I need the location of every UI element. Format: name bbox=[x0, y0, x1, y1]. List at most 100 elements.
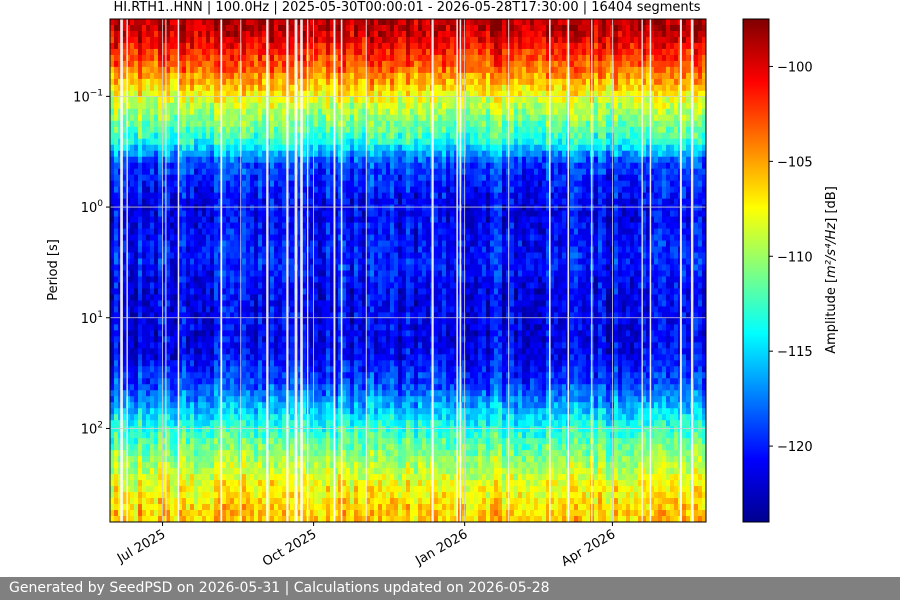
heatmap-cell bbox=[686, 168, 691, 176]
heatmap-cell bbox=[194, 186, 199, 194]
heatmap-cell bbox=[598, 36, 603, 44]
heatmap-cell bbox=[314, 90, 319, 98]
heatmap-cell bbox=[150, 54, 155, 62]
heatmap-cell bbox=[326, 168, 331, 176]
heatmap-cell bbox=[110, 42, 115, 50]
heatmap-cell bbox=[250, 108, 255, 116]
heatmap-cell bbox=[446, 156, 451, 164]
heatmap-cell bbox=[334, 78, 339, 86]
heatmap-cell bbox=[190, 84, 195, 92]
heatmap-cell bbox=[378, 150, 383, 158]
heatmap-cell bbox=[178, 120, 183, 128]
heatmap-cell bbox=[538, 30, 543, 38]
heatmap-cell bbox=[378, 144, 383, 152]
heatmap-cell bbox=[290, 120, 295, 128]
heatmap-cell bbox=[362, 180, 367, 188]
heatmap-cell bbox=[630, 78, 635, 86]
heatmap-cell bbox=[110, 126, 115, 134]
heatmap-cell bbox=[242, 96, 247, 104]
heatmap-cell bbox=[314, 72, 319, 80]
heatmap-cell bbox=[510, 126, 515, 134]
heatmap-cell bbox=[282, 144, 287, 152]
heatmap-cell bbox=[242, 162, 247, 170]
heatmap-cell bbox=[598, 42, 603, 50]
heatmap-cell bbox=[486, 60, 491, 68]
heatmap-cell bbox=[522, 198, 527, 206]
heatmap-cell bbox=[346, 96, 351, 104]
heatmap-cell bbox=[414, 138, 419, 146]
heatmap-cell bbox=[186, 138, 191, 146]
heatmap-cell bbox=[154, 102, 159, 110]
heatmap-cell bbox=[686, 138, 691, 146]
heatmap-cell bbox=[538, 48, 543, 56]
heatmap-cell bbox=[238, 120, 243, 128]
heatmap-cell bbox=[394, 192, 399, 200]
heatmap-cell bbox=[206, 156, 211, 164]
heatmap-cell bbox=[642, 66, 647, 74]
heatmap-cell bbox=[562, 54, 567, 62]
heatmap-cell bbox=[598, 132, 603, 140]
heatmap-cell bbox=[442, 78, 447, 86]
heatmap-cell bbox=[310, 192, 315, 200]
heatmap-cell bbox=[242, 42, 247, 50]
heatmap-cell bbox=[318, 108, 323, 116]
heatmap-cell bbox=[274, 66, 279, 74]
heatmap-cell bbox=[178, 162, 183, 170]
heatmap-cell bbox=[238, 19, 243, 26]
heatmap-cell bbox=[498, 84, 503, 92]
heatmap-cell bbox=[342, 24, 347, 32]
heatmap-cell bbox=[370, 210, 375, 218]
heatmap-cell bbox=[490, 210, 495, 218]
heatmap-cell bbox=[222, 90, 227, 98]
heatmap-cell bbox=[682, 186, 687, 194]
heatmap-cell bbox=[358, 156, 363, 164]
heatmap-cell bbox=[654, 60, 659, 68]
heatmap-cell bbox=[406, 210, 411, 218]
heatmap-cell bbox=[510, 66, 515, 74]
heatmap-cell bbox=[626, 96, 631, 104]
heatmap-cell bbox=[518, 168, 523, 176]
heatmap-cell bbox=[174, 216, 179, 224]
heatmap-cell bbox=[490, 126, 495, 134]
heatmap-cell bbox=[198, 210, 203, 218]
heatmap-cell bbox=[150, 216, 155, 224]
heatmap-cell bbox=[290, 19, 295, 26]
heatmap-cell bbox=[646, 144, 651, 152]
heatmap-cell bbox=[598, 48, 603, 56]
heatmap-cell bbox=[578, 180, 583, 188]
heatmap-cell bbox=[366, 180, 371, 188]
heatmap-cell bbox=[474, 144, 479, 152]
heatmap-cell bbox=[138, 174, 143, 182]
heatmap-cell bbox=[490, 60, 495, 68]
heatmap-cell bbox=[334, 174, 339, 182]
heatmap-cell bbox=[434, 162, 439, 170]
heatmap-cell bbox=[542, 204, 547, 212]
heatmap-cell bbox=[206, 66, 211, 74]
heatmap-cell bbox=[534, 156, 539, 164]
heatmap-cell bbox=[282, 210, 287, 218]
heatmap-cell bbox=[442, 144, 447, 152]
heatmap-cell bbox=[418, 192, 423, 200]
heatmap-cell bbox=[518, 120, 523, 128]
heatmap-cell bbox=[182, 84, 187, 92]
heatmap-cell bbox=[454, 120, 459, 128]
heatmap-cell bbox=[398, 156, 403, 164]
heatmap-cell bbox=[402, 150, 407, 158]
heatmap-cell bbox=[386, 72, 391, 80]
heatmap-cell bbox=[434, 144, 439, 152]
heatmap-cell bbox=[614, 54, 619, 62]
heatmap-cell bbox=[406, 114, 411, 122]
heatmap-cell bbox=[418, 72, 423, 80]
heatmap-cell bbox=[622, 66, 627, 74]
heatmap-cell bbox=[270, 42, 275, 50]
heatmap-cell bbox=[386, 66, 391, 74]
heatmap-cell bbox=[250, 60, 255, 68]
heatmap-cell bbox=[522, 24, 527, 32]
heatmap-cell bbox=[162, 180, 167, 188]
heatmap-cell bbox=[546, 126, 551, 134]
heatmap-cell bbox=[702, 30, 706, 38]
heatmap-cell bbox=[222, 180, 227, 188]
heatmap-cell bbox=[606, 48, 611, 56]
heatmap-cell bbox=[250, 168, 255, 176]
heatmap-cell bbox=[226, 144, 231, 152]
